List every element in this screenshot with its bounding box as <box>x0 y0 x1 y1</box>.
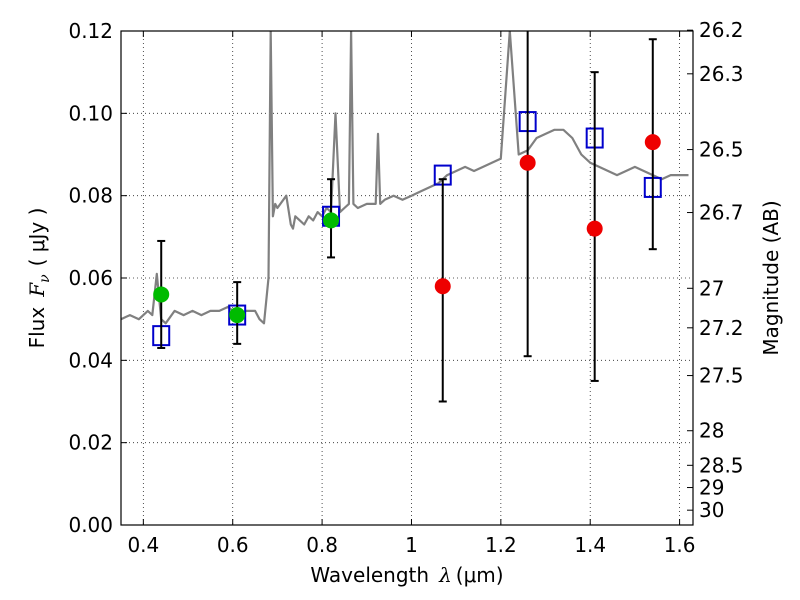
y-tick-label-right: 26.2 <box>699 18 744 42</box>
data-layer <box>121 31 689 403</box>
red-data-point <box>644 134 661 151</box>
green-data-point <box>153 286 170 303</box>
y-tick-label-left: 0.10 <box>68 101 113 125</box>
y-tick-label-left: 0.12 <box>68 19 113 43</box>
y-tick-label-left: 0.00 <box>68 513 113 537</box>
x-tick-label: 1 <box>405 533 418 557</box>
y-tick-label-right: 27.5 <box>699 364 744 388</box>
y-tick-label-right: 28.5 <box>699 453 744 477</box>
y-tick-label-right: 30 <box>699 498 724 522</box>
red-data-point <box>434 278 451 295</box>
y-tick-label-right: 26.5 <box>699 138 744 162</box>
x-tick-label: 1.4 <box>574 533 606 557</box>
y-tick-label-left: 0.04 <box>68 348 113 372</box>
y-axis-title-left: FluxFν( μJy ) <box>25 208 53 349</box>
x-tick-label: 1.6 <box>664 533 696 557</box>
red-data-point <box>519 154 536 171</box>
y-tick-label-right: 27.2 <box>699 316 744 340</box>
green-data-point <box>323 212 340 229</box>
x-tick-label: 0.4 <box>127 533 159 557</box>
y-tick-label-right: 27 <box>699 276 724 300</box>
y-tick-label-left: 0.08 <box>68 184 113 208</box>
y-axis-title-right: Magnitude (AB) <box>759 200 783 355</box>
y-tick-label-right: 28 <box>699 419 724 443</box>
y-tick-label-left: 0.02 <box>68 431 113 455</box>
plot-frame <box>120 30 694 526</box>
y-tick-label-right: 26.3 <box>699 62 744 86</box>
y-tick-label-right: 26.7 <box>699 201 744 225</box>
red-data-point <box>586 220 603 237</box>
y-tick-label-left: 0.06 <box>68 266 113 290</box>
green-data-point <box>229 307 246 324</box>
y-tick-label-right: 29 <box>699 476 724 500</box>
spectrum-line <box>121 31 689 325</box>
grid-layer <box>121 30 693 526</box>
x-axis-title: Wavelength λ (μm) <box>310 563 503 587</box>
x-tick-label: 1.2 <box>485 533 517 557</box>
x-tick-label: 0.6 <box>217 533 249 557</box>
axis-layer: 0.4 0.6 0.8 1 1.2 1.4 1.6 0.00 0.02 0.04 0.06 0.08 0… <box>68 18 743 557</box>
x-tick-label: 0.8 <box>306 533 338 557</box>
